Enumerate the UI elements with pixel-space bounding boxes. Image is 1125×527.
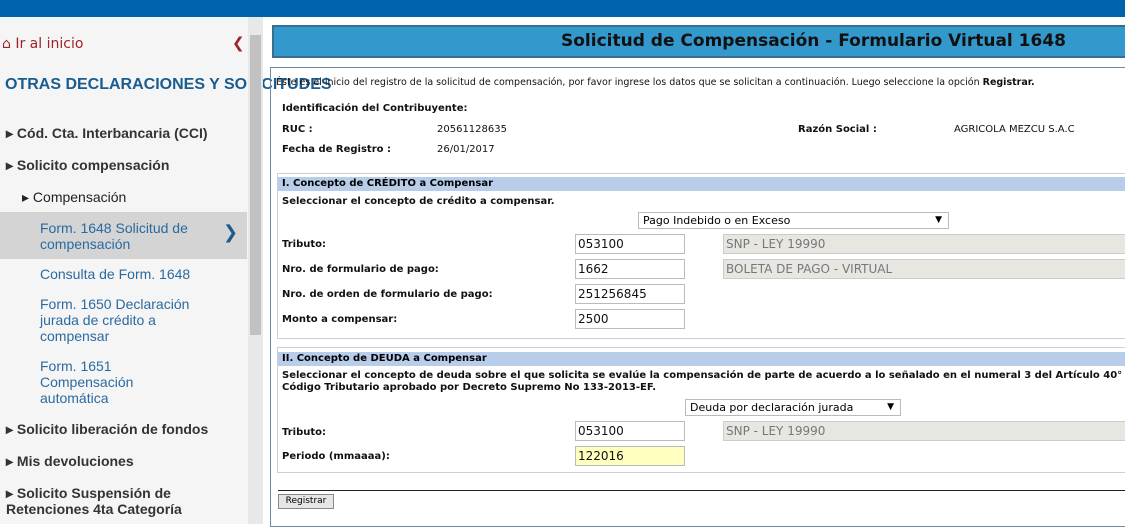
sidebar-item-form1650[interactable]: Form. 1650 Declaración jurada de crédito…: [40, 296, 190, 344]
razon-value: AGRICOLA MEZCU S.A.C: [954, 124, 1075, 135]
home-link[interactable]: ⌂ Ir al inicio: [2, 36, 83, 52]
debt-tributo-desc: SNP - LEY 19990: [723, 421, 1125, 441]
monto-label: Monto a compensar:: [282, 314, 398, 325]
home-icon: ⌂: [2, 36, 11, 52]
periodo-input[interactable]: 122016: [575, 446, 685, 466]
intro-text: Éste es el inicio del registro de la sol…: [276, 77, 1035, 88]
divider: [278, 490, 1125, 491]
fecha-label: Fecha de Registro :: [282, 144, 391, 155]
credit-instruction: Seleccionar el concepto de crédito a com…: [282, 196, 555, 207]
periodo-label: Periodo (mmaaaa):: [282, 451, 390, 462]
debt-concept-select[interactable]: Deuda por declaración jurada ▼: [685, 399, 901, 416]
debt-heading: II. Concepto de DEUDA a Compensar: [278, 352, 1125, 366]
sidebar-item-suspension[interactable]: ▸ Solicito Suspensión de Retenciones 4ta…: [6, 485, 182, 517]
top-bar: [0, 0, 1125, 17]
sidebar: [0, 17, 248, 524]
page-title: Solicitud de Compensación - Formulario V…: [272, 25, 1125, 58]
credit-tributo-desc: SNP - LEY 19990: [723, 234, 1125, 254]
sidebar-item-form1651[interactable]: Form. 1651 Compensación automática: [40, 358, 134, 406]
sidebar-item-consulta[interactable]: Consulta de Form. 1648: [40, 266, 191, 282]
debt-tributo-label: Tributo:: [282, 427, 327, 438]
id-heading: Identificación del Contribuyente:: [282, 103, 468, 114]
active-item-bg: [0, 212, 247, 259]
credit-concept-select[interactable]: Pago Indebido o en Exceso ▼: [638, 212, 949, 229]
nro-form-desc: BOLETA DE PAGO - VIRTUAL: [723, 259, 1125, 279]
fecha-value: 26/01/2017: [437, 144, 495, 155]
scrollbar-thumb[interactable]: [250, 35, 261, 335]
sidebar-item-liberacion[interactable]: ▸ Solicito liberación de fondos: [6, 421, 209, 437]
sidebar-item-compensacion[interactable]: ▸ Solicito compensación: [6, 157, 170, 173]
nro-orden-input[interactable]: 251256845: [575, 284, 685, 304]
nro-form-input[interactable]: 1662: [575, 259, 685, 279]
credit-tributo-label: Tributo:: [282, 239, 327, 250]
nro-form-label: Nro. de formulario de pago:: [282, 264, 439, 275]
sidebar-item-form1648[interactable]: Form. 1648 Solicitud de compensación: [40, 220, 188, 252]
credit-section: [277, 173, 1125, 339]
nro-orden-label: Nro. de orden de formulario de pago:: [282, 289, 493, 300]
debt-instruction-1: Seleccionar el concepto de deuda sobre e…: [282, 370, 1125, 381]
ruc-value: 20561128635: [437, 124, 507, 135]
dropdown-arrow-icon: ▼: [935, 215, 942, 225]
credit-heading: I. Concepto de CRÉDITO a Compensar: [278, 177, 1125, 191]
dropdown-arrow-icon: ▼: [887, 402, 894, 412]
home-label: Ir al inicio: [15, 36, 84, 52]
credit-tributo-input[interactable]: 053100: [575, 234, 685, 254]
debt-instruction-2: Código Tributario aprobado por Decreto S…: [282, 382, 657, 393]
razon-label: Razón Social :: [798, 124, 877, 135]
chevron-right-icon: ❯: [223, 222, 239, 243]
sidebar-item-cci[interactable]: ▸ Cód. Cta. Interbancaria (CCI): [6, 125, 208, 141]
ruc-label: RUC :: [282, 124, 313, 135]
collapse-sidebar-icon[interactable]: ❮: [232, 34, 245, 52]
register-button[interactable]: Registrar: [278, 494, 334, 509]
sidebar-item-devoluciones[interactable]: ▸ Mis devoluciones: [6, 453, 134, 469]
sidebar-item-compensacion-sub[interactable]: ▸ Compensación: [22, 189, 127, 205]
debt-tributo-input[interactable]: 053100: [575, 421, 685, 441]
debt-section: [277, 347, 1125, 473]
monto-input[interactable]: 2500: [575, 309, 685, 329]
